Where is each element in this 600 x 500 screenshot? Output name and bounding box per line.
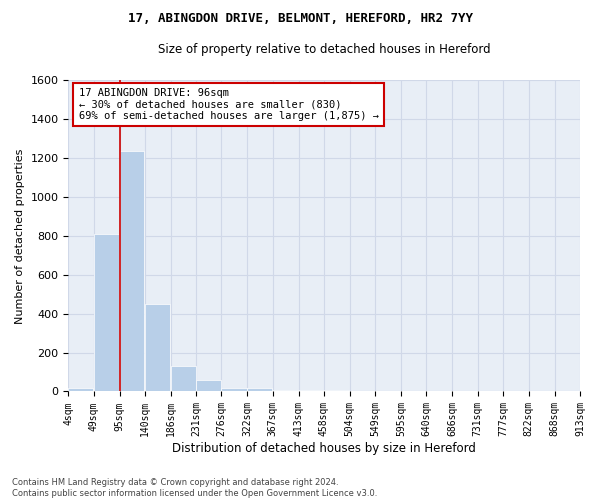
Title: Size of property relative to detached houses in Hereford: Size of property relative to detached ho… <box>158 42 491 56</box>
Bar <box>171 366 196 392</box>
Bar <box>221 388 247 392</box>
Bar <box>324 390 349 392</box>
Text: Contains HM Land Registry data © Crown copyright and database right 2024.
Contai: Contains HM Land Registry data © Crown c… <box>12 478 377 498</box>
Bar <box>68 388 93 392</box>
Bar <box>273 390 298 392</box>
Text: 17, ABINGDON DRIVE, BELMONT, HEREFORD, HR2 7YY: 17, ABINGDON DRIVE, BELMONT, HEREFORD, H… <box>128 12 473 26</box>
X-axis label: Distribution of detached houses by size in Hereford: Distribution of detached houses by size … <box>172 442 476 455</box>
Bar <box>299 390 323 392</box>
Bar <box>145 304 170 392</box>
Bar <box>119 152 145 392</box>
Bar <box>196 380 221 392</box>
Bar <box>247 388 272 392</box>
Bar <box>94 234 119 392</box>
Text: 17 ABINGDON DRIVE: 96sqm
← 30% of detached houses are smaller (830)
69% of semi-: 17 ABINGDON DRIVE: 96sqm ← 30% of detach… <box>79 88 379 122</box>
Y-axis label: Number of detached properties: Number of detached properties <box>15 148 25 324</box>
